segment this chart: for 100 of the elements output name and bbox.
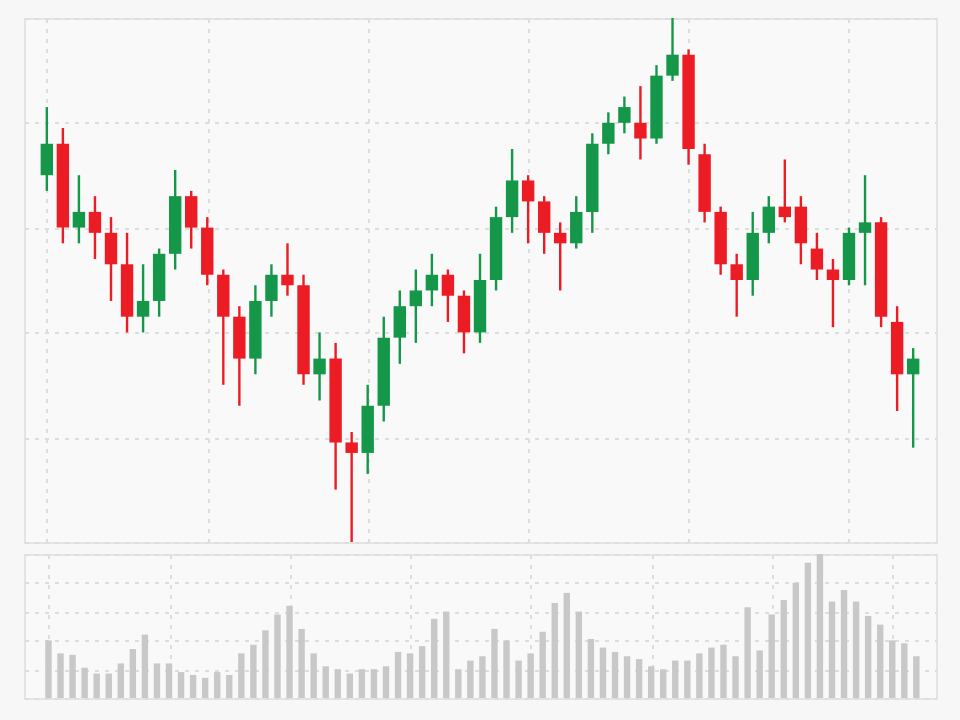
bar bbox=[828, 601, 836, 698]
bar bbox=[443, 611, 450, 698]
bar bbox=[250, 644, 257, 698]
candlestick bbox=[537, 194, 551, 255]
bar bbox=[551, 602, 558, 698]
bar bbox=[720, 644, 727, 698]
candlestick bbox=[40, 105, 54, 193]
candlestick bbox=[505, 147, 519, 235]
bar bbox=[238, 653, 245, 698]
bar bbox=[286, 605, 293, 698]
candlestick bbox=[842, 226, 856, 287]
bar bbox=[214, 672, 221, 698]
bar bbox=[57, 653, 64, 698]
candlestick bbox=[457, 289, 471, 355]
bar bbox=[189, 674, 197, 698]
bar bbox=[117, 663, 124, 698]
candlestick bbox=[826, 257, 840, 329]
bar bbox=[696, 653, 703, 698]
bar bbox=[455, 669, 462, 698]
bar bbox=[81, 667, 88, 698]
candlestick bbox=[185, 189, 198, 250]
bar bbox=[732, 656, 739, 698]
bar bbox=[406, 653, 414, 698]
candlestick bbox=[104, 215, 118, 303]
candlestick bbox=[521, 174, 535, 245]
bar bbox=[153, 663, 161, 698]
candlestick bbox=[618, 95, 631, 135]
bar bbox=[430, 618, 438, 698]
candlestick bbox=[345, 430, 358, 544]
candlestick bbox=[666, 16, 679, 83]
bar bbox=[45, 640, 52, 698]
bar bbox=[418, 646, 426, 698]
bar bbox=[708, 647, 715, 698]
candlestick bbox=[281, 242, 294, 297]
candlestick bbox=[554, 221, 567, 292]
bar bbox=[394, 651, 402, 698]
bar bbox=[298, 628, 305, 698]
bar bbox=[177, 672, 185, 698]
candlestick bbox=[409, 268, 423, 345]
bar bbox=[575, 611, 583, 698]
bar bbox=[660, 669, 667, 698]
bar bbox=[587, 638, 595, 698]
candlestick bbox=[233, 305, 246, 407]
bar bbox=[382, 666, 390, 698]
bar bbox=[623, 656, 631, 698]
bar bbox=[804, 562, 812, 698]
candlestick bbox=[602, 111, 615, 156]
candlestick bbox=[570, 194, 583, 250]
bar bbox=[201, 677, 209, 698]
bar bbox=[672, 660, 679, 698]
bar bbox=[744, 607, 751, 698]
candlestick bbox=[730, 252, 743, 318]
bar bbox=[503, 640, 510, 698]
candlestick bbox=[634, 84, 647, 161]
bar bbox=[901, 643, 908, 698]
bar bbox=[262, 630, 269, 698]
bar bbox=[756, 650, 763, 698]
bar bbox=[322, 666, 329, 698]
bar bbox=[864, 615, 872, 698]
bar bbox=[852, 601, 860, 698]
candlestick bbox=[152, 247, 166, 318]
bar bbox=[563, 592, 570, 698]
bar bbox=[141, 634, 149, 698]
candlestick bbox=[794, 194, 808, 266]
candlestick bbox=[313, 331, 326, 402]
bar bbox=[768, 614, 775, 698]
candlestick bbox=[136, 263, 150, 334]
candlestick bbox=[441, 268, 455, 324]
candlestick bbox=[265, 263, 278, 318]
bar bbox=[491, 628, 498, 698]
bar bbox=[599, 647, 607, 698]
bar bbox=[479, 656, 486, 698]
bar bbox=[515, 660, 522, 698]
candlestick bbox=[361, 383, 374, 476]
bar bbox=[310, 653, 317, 698]
bar bbox=[816, 554, 824, 698]
bar bbox=[165, 663, 173, 698]
bar bbox=[527, 653, 534, 698]
bar bbox=[69, 654, 76, 698]
candlestick bbox=[810, 231, 824, 282]
bar bbox=[780, 600, 787, 698]
bar bbox=[840, 590, 848, 698]
bar bbox=[889, 640, 896, 698]
candlestick bbox=[217, 268, 230, 386]
bar bbox=[611, 651, 619, 698]
bar bbox=[358, 669, 366, 698]
bar bbox=[334, 669, 341, 698]
bar bbox=[876, 624, 884, 698]
candlestick bbox=[858, 174, 872, 287]
candlestick bbox=[201, 215, 214, 287]
bar bbox=[792, 582, 800, 698]
bar bbox=[539, 631, 546, 698]
candlestick bbox=[88, 194, 102, 261]
candlestick bbox=[778, 158, 792, 224]
bar bbox=[129, 649, 137, 698]
candlestick bbox=[906, 346, 920, 449]
candlestick bbox=[72, 174, 86, 245]
bar bbox=[370, 669, 378, 698]
bar bbox=[913, 656, 920, 698]
candlestick bbox=[746, 210, 759, 297]
